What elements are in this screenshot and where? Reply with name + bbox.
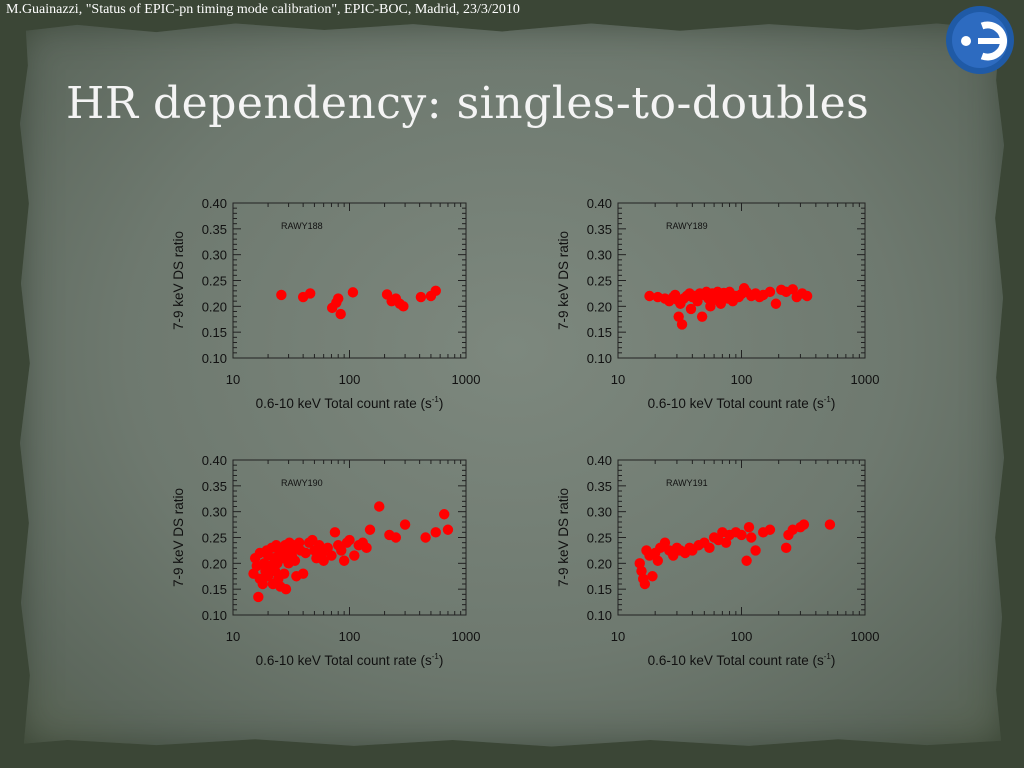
esa-logo-icon	[946, 6, 1014, 74]
citation-text: M.Guainazzi, "Status of EPIC-pn timing m…	[6, 2, 520, 17]
slide-title: HR dependency: singles-to-doubles	[66, 78, 870, 129]
slide-background	[19, 23, 1005, 747]
